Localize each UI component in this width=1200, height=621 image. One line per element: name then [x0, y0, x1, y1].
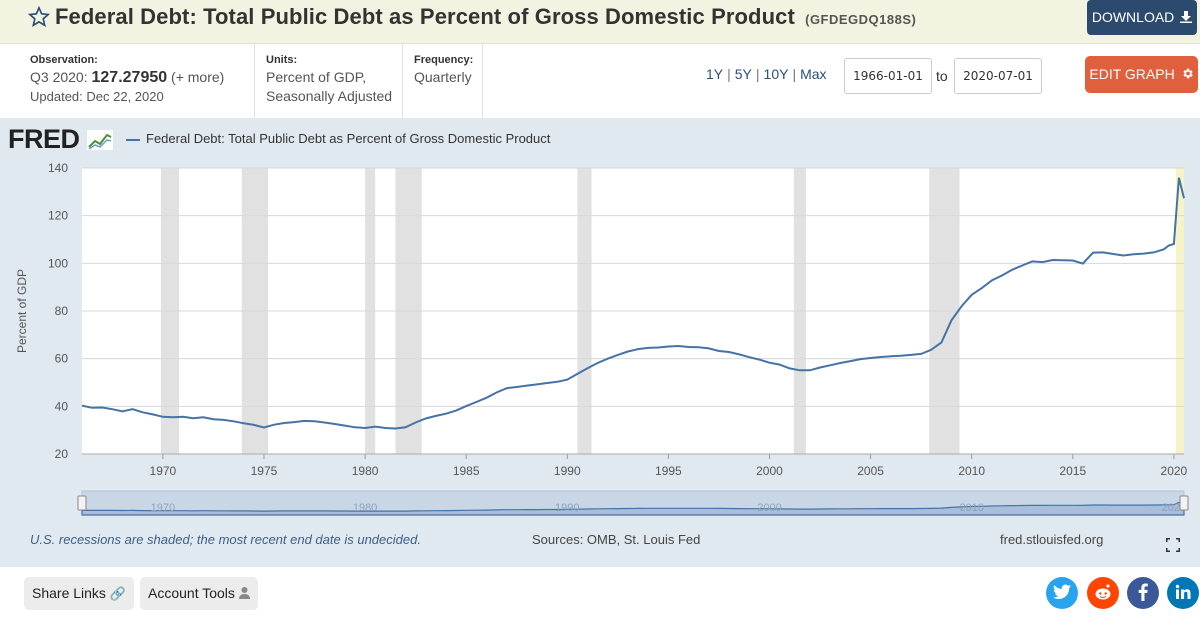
user-icon — [238, 587, 250, 599]
y-tick-label: 140 — [48, 161, 68, 175]
footer-bar: Share Links 🔗 Account Tools — [0, 567, 1200, 621]
reddit-icon[interactable] — [1087, 577, 1119, 609]
updated-date: Updated: Dec 22, 2020 — [30, 89, 164, 104]
y-tick-label: 40 — [55, 399, 69, 413]
observation-label: Observation: — [30, 54, 98, 66]
gear-icon — [1182, 68, 1193, 79]
edit-graph-label: EDIT GRAPH — [1089, 66, 1175, 82]
series-meta: Observation: Q3 2020: 127.27950 (+ more)… — [0, 44, 1200, 118]
sources-text: Sources: OMB, St. Louis Fed — [532, 532, 701, 547]
frequency-block: Frequency: Quarterly — [414, 54, 473, 87]
frequency-value: Quarterly — [414, 69, 472, 85]
divider — [402, 44, 403, 118]
y-tick-label: 80 — [55, 304, 69, 318]
observation-period: Q3 2020: — [30, 69, 88, 85]
units-line2: Seasonally Adjusted — [266, 88, 393, 104]
units-label: Units: — [266, 54, 298, 66]
to-label: to — [936, 68, 948, 84]
y-tick-label: 120 — [48, 209, 68, 223]
legend-label: Federal Debt: Total Public Debt as Perce… — [146, 131, 551, 146]
x-tick-label: 1975 — [251, 464, 278, 478]
series-id: (GFDEGDQ188S) — [805, 12, 917, 27]
y-axis-label: Percent of GDP — [15, 269, 29, 353]
y-tick-label: 100 — [48, 256, 68, 270]
navigator-tick-label: 1990 — [555, 502, 579, 514]
navigator-tick-label: 2000 — [757, 502, 781, 514]
share-links-label: Share Links — [32, 585, 106, 601]
x-tick-label: 1970 — [150, 464, 177, 478]
units-line1: Percent of GDP, — [266, 69, 367, 85]
edit-graph-button[interactable]: EDIT GRAPH — [1085, 56, 1198, 93]
twitter-icon[interactable] — [1046, 577, 1078, 609]
frequency-label: Frequency: — [414, 54, 474, 66]
x-tick-label: 2015 — [1059, 464, 1086, 478]
end-date-input[interactable]: 2020-07-01 — [954, 58, 1042, 94]
fred-logo: FRED — [8, 124, 113, 155]
chart-logo-icon — [86, 130, 113, 150]
navigator-tick-label: 1970 — [151, 502, 175, 514]
x-tick-label: 2010 — [958, 464, 985, 478]
account-tools-button[interactable]: Account Tools — [140, 577, 258, 610]
y-tick-label: 20 — [55, 447, 69, 461]
site-link[interactable]: fred.stlouisfed.org — [1000, 532, 1104, 547]
graph-panel: FRED Federal Debt: Total Public Debt as … — [0, 118, 1200, 567]
navigator-series — [81, 501, 1185, 516]
divider — [482, 44, 483, 118]
fred-logo-text: FRED — [8, 124, 80, 154]
x-tick-label: 1995 — [655, 464, 682, 478]
more-link[interactable]: (+ more) — [171, 69, 225, 85]
series-line — [81, 177, 1185, 430]
download-label: DOWNLOAD — [1091, 9, 1175, 25]
units-block: Units: Percent of GDP, Seasonally Adjust… — [266, 54, 392, 106]
account-tools-label: Account Tools — [148, 585, 235, 601]
navigator-handle-left[interactable] — [77, 495, 87, 511]
range-1y[interactable]: 1Y — [706, 66, 724, 82]
recession-footnote: U.S. recessions are shaded; the most rec… — [30, 532, 421, 547]
x-tick-label: 1980 — [352, 464, 379, 478]
line-chart[interactable]: 20 40 60 80 100 120 140 1970 1975 1980 1985 1990 199… — [0, 118, 1200, 567]
range-5y[interactable]: 5Y — [734, 66, 752, 82]
y-tick-label: 60 — [55, 352, 69, 366]
range-max[interactable]: Max — [800, 66, 827, 82]
x-tick-label: 2020 — [1161, 464, 1188, 478]
star-icon[interactable] — [28, 6, 50, 28]
x-tick-label: 2005 — [857, 464, 884, 478]
fullscreen-icon[interactable] — [1166, 538, 1180, 552]
chart-legend: Federal Debt: Total Public Debt as Perce… — [126, 131, 550, 146]
page-title: Federal Debt: Total Public Debt as Perce… — [55, 4, 916, 30]
linkedin-icon[interactable] — [1167, 577, 1199, 609]
title-bar: Federal Debt: Total Public Debt as Perce… — [0, 0, 1200, 44]
series-title: Federal Debt: Total Public Debt as Perce… — [55, 4, 795, 29]
x-tick-label: 1990 — [554, 464, 581, 478]
divider — [254, 44, 255, 118]
download-button[interactable]: DOWNLOAD — [1087, 0, 1197, 35]
x-tick-label: 2000 — [756, 464, 783, 478]
start-date-input[interactable]: 1966-01-01 — [844, 58, 932, 94]
facebook-icon[interactable] — [1127, 577, 1159, 609]
download-icon — [1180, 11, 1193, 23]
navigator-tick-label: 1980 — [353, 502, 377, 514]
range-10y[interactable]: 10Y — [763, 66, 789, 82]
share-links-button[interactable]: Share Links 🔗 — [24, 577, 135, 610]
link-icon: 🔗 — [109, 586, 127, 601]
navigator-tick-label: 2010 — [959, 502, 983, 514]
legend-swatch — [126, 138, 140, 141]
range-links: 1Y | 5Y | 10Y | Max — [706, 66, 827, 82]
navigator-handle-right[interactable] — [1179, 495, 1189, 511]
observation-value: 127.27950 — [91, 69, 168, 86]
observation-block: Observation: Q3 2020: 127.27950 (+ more)… — [30, 54, 224, 104]
x-tick-label: 1985 — [453, 464, 480, 478]
